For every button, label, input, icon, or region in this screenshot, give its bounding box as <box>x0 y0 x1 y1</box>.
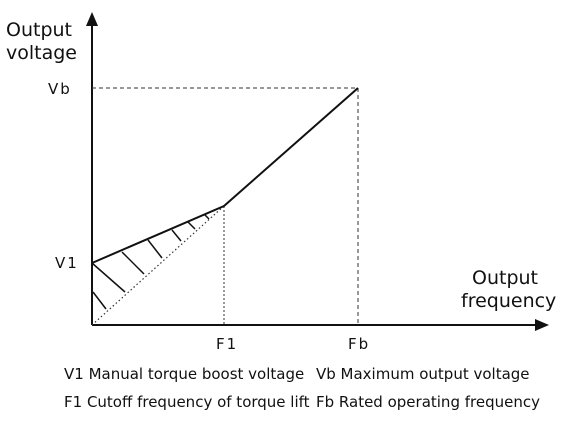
tick-label-f1: F1 <box>216 335 238 353</box>
legend-fb: Fb Rated operating frequency <box>316 393 540 411</box>
legend-f1: F1 Cutoff frequency of torque lift <box>64 393 310 411</box>
x-axis-title-line2: frequency <box>461 290 556 312</box>
x-axis-title-line1: Output <box>472 267 538 289</box>
tick-label-fb: Fb <box>348 335 370 353</box>
legend-vb: Vb Maximum output voltage <box>316 365 530 383</box>
tick-label-v1: V1 <box>55 254 79 272</box>
x-axis-arrow <box>535 319 549 331</box>
y-axis-title-line2: voltage <box>6 42 77 64</box>
baseline-vf-line <box>91 205 225 326</box>
tick-label-vb: Vb <box>48 80 72 98</box>
y-axis-title-line1: Output <box>6 19 72 41</box>
legend-v1: V1 Manual torque boost voltage <box>64 365 305 383</box>
y-axis-arrow <box>86 12 98 26</box>
torque-boost-hatching <box>91 213 210 310</box>
boosted-vf-curve <box>91 87 359 264</box>
